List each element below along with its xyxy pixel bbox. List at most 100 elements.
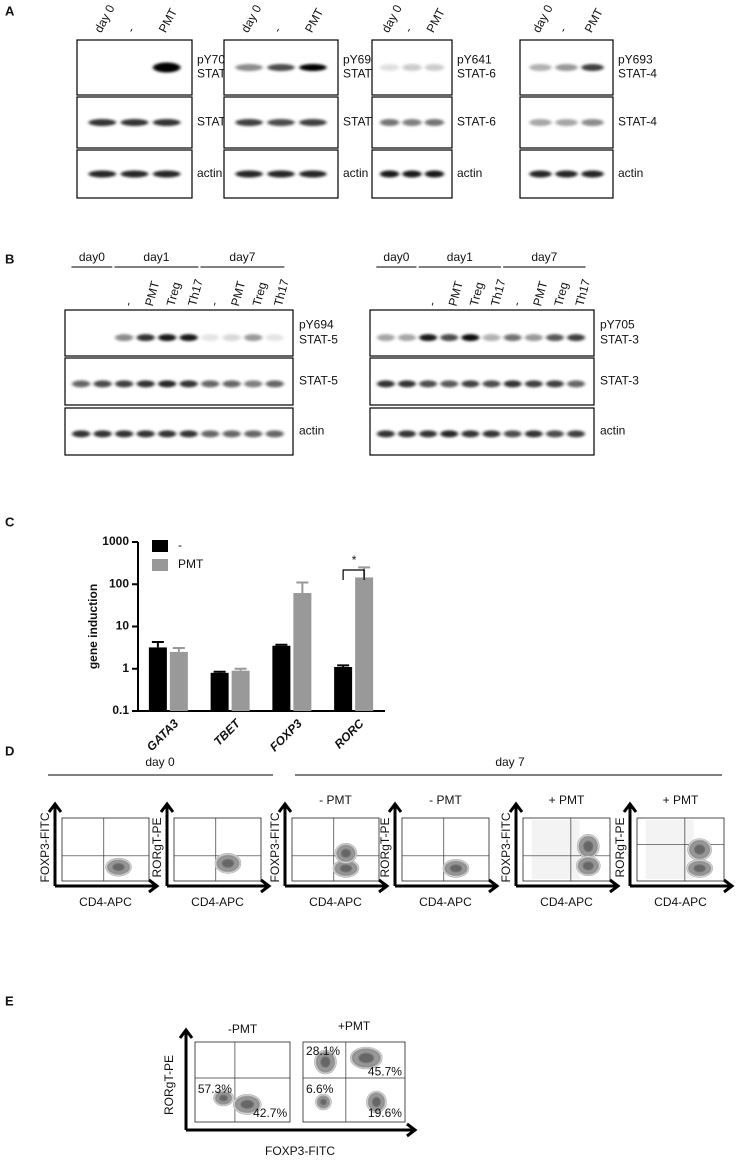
y-axis-label: FOXP3-FITC [38, 812, 52, 882]
band [136, 430, 155, 438]
band [267, 119, 295, 126]
x-axis-label: CD4-APC [191, 895, 244, 909]
cell-population [320, 1098, 327, 1106]
bar [355, 577, 374, 711]
quadrant-percent: 19.6% [368, 1106, 402, 1120]
band [158, 380, 177, 388]
cell-population [583, 840, 594, 852]
axis-arrow [395, 878, 500, 894]
group-label: day1 [447, 250, 473, 264]
plot-shade [645, 820, 694, 879]
row-label: STAT-3 [600, 374, 639, 388]
significance-label: * [352, 553, 357, 567]
row-label: actin [457, 166, 482, 180]
band [581, 170, 604, 178]
band [482, 380, 501, 388]
band [158, 430, 177, 438]
group-label: day7 [229, 250, 255, 264]
band [419, 380, 437, 388]
band [93, 380, 112, 388]
group-label: day0 [383, 250, 409, 264]
lane-label: Th17 [488, 277, 509, 307]
band [222, 334, 241, 342]
band [567, 334, 585, 342]
blot-box [369, 309, 595, 357]
band [419, 430, 437, 438]
legend-label: - [178, 538, 182, 552]
band [201, 430, 220, 438]
lane-label: - [121, 300, 136, 307]
band [398, 380, 416, 388]
row-label: actin [618, 166, 643, 180]
band [235, 119, 263, 126]
band [398, 334, 416, 342]
band [265, 334, 284, 342]
group-label: day1 [143, 250, 169, 264]
band [88, 170, 117, 178]
x-axis-label: CD4-APC [419, 895, 472, 909]
band [503, 430, 522, 438]
row-label: STAT-5 [299, 333, 338, 347]
y-tick-label: 100 [109, 576, 129, 590]
band [546, 430, 564, 438]
x-axis-label: CD4-APC [540, 895, 593, 909]
lane-label: PMT [228, 279, 248, 308]
x-axis-label: CD4-APC [309, 895, 362, 909]
row-label: actin [343, 166, 368, 180]
band [376, 430, 395, 438]
band [152, 119, 181, 126]
row-label: STAT-6 [457, 67, 496, 81]
axis-arrow [167, 878, 272, 894]
band [440, 334, 459, 342]
band [136, 380, 155, 388]
lane-label: PMT [142, 279, 162, 308]
cell-population [339, 864, 352, 873]
y-axis-label: RORgT-PE [162, 1055, 176, 1115]
row-label: STAT-4 [618, 115, 657, 129]
y-axis-label: RORgT-PE [378, 817, 392, 877]
significance-bracket [342, 569, 365, 580]
y-tick-label: 10 [116, 619, 130, 633]
band [440, 430, 459, 438]
bar [334, 667, 353, 711]
band [555, 64, 578, 71]
band [402, 64, 422, 71]
lane-label: PMT [446, 279, 466, 308]
plot-title: +PMT [338, 1019, 371, 1033]
row-label: STAT-3 [600, 333, 639, 347]
row-label: pY694 [299, 318, 334, 332]
band [376, 334, 395, 342]
bar [148, 647, 167, 711]
quadrant-percent: 45.7% [368, 1065, 402, 1079]
axis-arrow [186, 1122, 418, 1138]
lane-label: - [556, 25, 570, 35]
band [265, 380, 284, 388]
band [402, 119, 422, 126]
y-tick-label: 0.1 [112, 703, 129, 717]
band [376, 380, 395, 388]
row-label: pY705 [600, 318, 635, 332]
band [529, 170, 552, 178]
band [461, 380, 480, 388]
x-axis-label: FOXP3-FITC [265, 1144, 335, 1158]
quadrant-percent: 28.1% [306, 1044, 340, 1058]
plot-title: + PMT [663, 793, 699, 807]
band [567, 430, 585, 438]
y-axis-label: RORgT-PE [613, 817, 627, 877]
band [152, 170, 181, 178]
band [555, 170, 578, 178]
band [482, 430, 501, 438]
cell-population [219, 1094, 228, 1102]
row-label: actin [197, 166, 222, 180]
band [398, 430, 416, 438]
axis-arrow [277, 801, 293, 886]
quadrant-percent: 6.6% [306, 1082, 334, 1096]
lane-label: PMT [530, 279, 550, 308]
band [235, 170, 263, 178]
lane-label: - [401, 25, 415, 35]
blot-box [64, 309, 294, 357]
band [244, 380, 263, 388]
band [440, 380, 459, 388]
band [529, 64, 552, 71]
